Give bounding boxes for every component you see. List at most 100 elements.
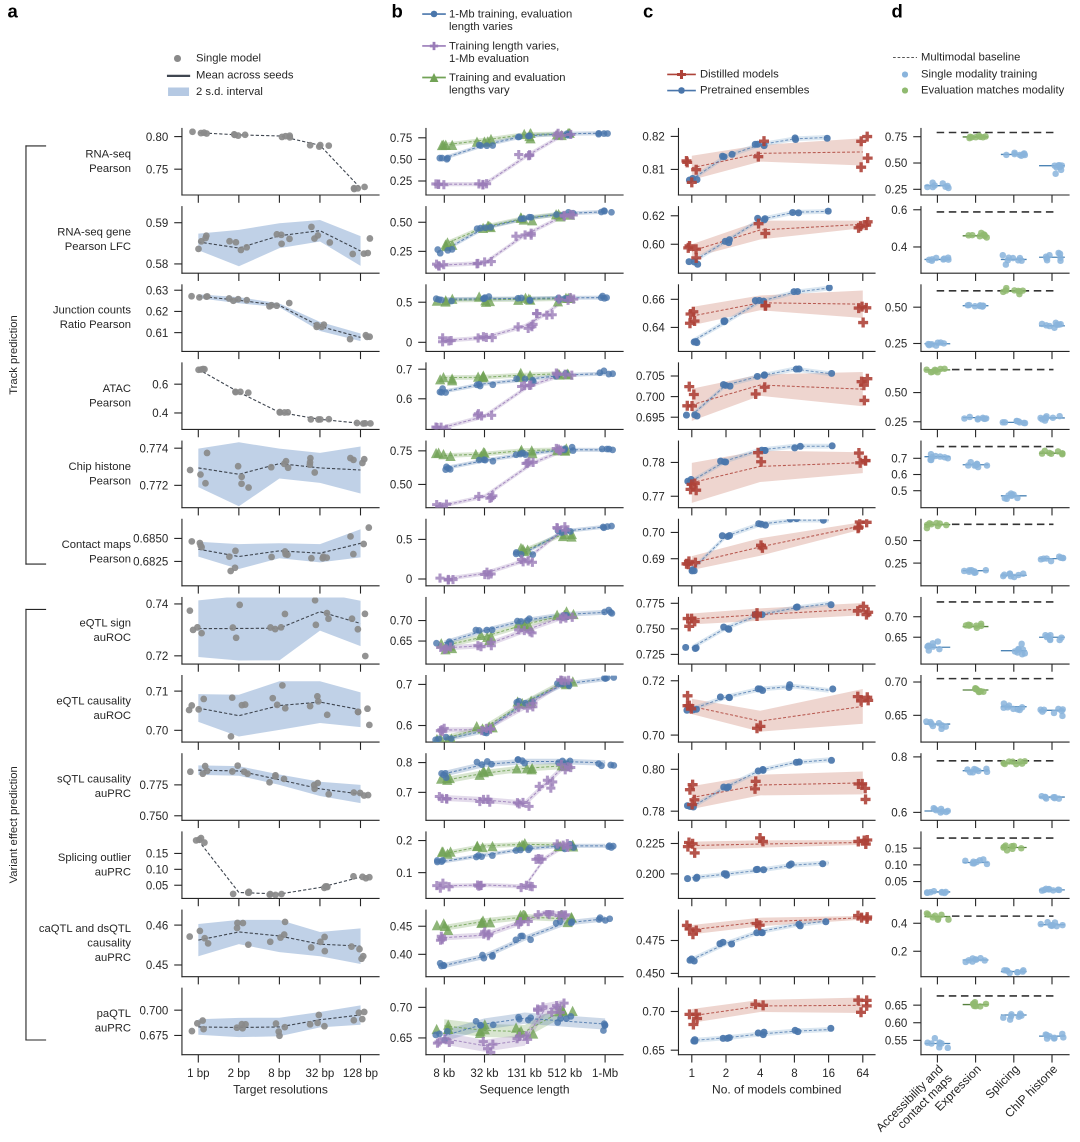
svg-text:0.65: 0.65 xyxy=(390,636,412,648)
svg-text:0.65: 0.65 xyxy=(390,1033,412,1045)
svg-text:0.772: 0.772 xyxy=(139,481,168,493)
svg-text:0.695: 0.695 xyxy=(636,412,665,424)
svg-text:0.66: 0.66 xyxy=(642,294,664,306)
svg-text:8 bp: 8 bp xyxy=(268,1068,290,1080)
svg-text:8: 8 xyxy=(791,1068,797,1080)
svg-text:0.77: 0.77 xyxy=(642,491,664,503)
svg-text:length varies: length varies xyxy=(449,21,513,33)
svg-text:Training and evaluation: Training and evaluation xyxy=(449,72,566,84)
svg-text:Single model: Single model xyxy=(196,52,261,64)
svg-text:Variant effect prediction: Variant effect prediction xyxy=(8,766,20,883)
svg-text:0.74: 0.74 xyxy=(146,599,169,611)
svg-text:1-Mb training, evaluation: 1-Mb training, evaluation xyxy=(449,8,572,20)
svg-text:1: 1 xyxy=(689,1068,695,1080)
svg-text:0.7: 0.7 xyxy=(396,364,412,376)
svg-text:0.70: 0.70 xyxy=(390,616,412,628)
svg-text:0.80: 0.80 xyxy=(146,132,168,144)
svg-text:0.775: 0.775 xyxy=(636,598,665,610)
svg-text:c: c xyxy=(643,1,653,22)
svg-text:Pearson: Pearson xyxy=(89,476,131,488)
svg-text:1 bp: 1 bp xyxy=(187,1068,209,1080)
svg-text:0.75: 0.75 xyxy=(885,132,907,144)
svg-text:0.705: 0.705 xyxy=(636,371,665,383)
svg-text:0.70: 0.70 xyxy=(390,1003,412,1015)
svg-text:0.25: 0.25 xyxy=(885,558,907,570)
svg-text:0.2: 0.2 xyxy=(396,836,412,848)
svg-text:Pearson LFC: Pearson LFC xyxy=(65,241,131,253)
svg-text:0.64: 0.64 xyxy=(642,323,665,335)
svg-text:0.5: 0.5 xyxy=(396,297,412,309)
svg-text:0.58: 0.58 xyxy=(146,259,168,271)
svg-text:0.78: 0.78 xyxy=(642,458,664,470)
svg-text:0.25: 0.25 xyxy=(390,176,412,188)
svg-text:auPRC: auPRC xyxy=(95,952,131,964)
svg-text:0.71: 0.71 xyxy=(146,686,168,698)
svg-text:0.45: 0.45 xyxy=(390,921,412,933)
svg-text:0.774: 0.774 xyxy=(139,443,168,455)
svg-text:Junction counts: Junction counts xyxy=(53,305,132,317)
svg-text:0.50: 0.50 xyxy=(885,158,907,170)
svg-text:131 kb: 131 kb xyxy=(507,1068,542,1080)
svg-text:0.5: 0.5 xyxy=(396,535,412,547)
svg-text:0.69: 0.69 xyxy=(642,554,664,566)
svg-text:16: 16 xyxy=(822,1068,835,1080)
svg-text:0.65: 0.65 xyxy=(642,1045,664,1057)
svg-text:auROC: auROC xyxy=(93,710,131,722)
svg-text:0.70: 0.70 xyxy=(146,725,168,737)
svg-text:0.63: 0.63 xyxy=(146,285,168,297)
svg-text:0.700: 0.700 xyxy=(636,392,665,404)
svg-text:128 bp: 128 bp xyxy=(343,1068,378,1080)
svg-text:Mean across seeds: Mean across seeds xyxy=(196,70,294,82)
svg-text:0.15: 0.15 xyxy=(146,849,168,861)
svg-text:No. of models combined: No. of models combined xyxy=(712,1082,841,1096)
svg-text:0.5: 0.5 xyxy=(891,486,907,498)
svg-text:Multimodal baseline: Multimodal baseline xyxy=(921,51,1020,63)
svg-text:0.50: 0.50 xyxy=(885,388,907,400)
svg-text:0.6: 0.6 xyxy=(891,205,907,217)
svg-text:auPRC: auPRC xyxy=(95,1023,131,1035)
svg-text:0.70: 0.70 xyxy=(642,1007,664,1019)
svg-text:0.6: 0.6 xyxy=(891,470,907,482)
svg-text:0.15: 0.15 xyxy=(885,843,907,855)
svg-text:0.25: 0.25 xyxy=(885,339,907,351)
svg-text:0.6825: 0.6825 xyxy=(133,557,168,569)
svg-text:0.50: 0.50 xyxy=(885,536,907,548)
svg-text:eQTL causality: eQTL causality xyxy=(56,696,131,708)
svg-text:0.78: 0.78 xyxy=(642,806,664,818)
svg-text:0.65: 0.65 xyxy=(885,710,907,722)
svg-text:512 kb: 512 kb xyxy=(548,1068,583,1080)
svg-text:0.75: 0.75 xyxy=(390,446,412,458)
svg-text:0.25: 0.25 xyxy=(885,417,907,429)
svg-text:sQTL causality: sQTL causality xyxy=(57,774,131,786)
svg-text:64: 64 xyxy=(856,1068,869,1080)
svg-text:0.50: 0.50 xyxy=(390,480,412,492)
svg-text:0.80: 0.80 xyxy=(642,764,664,776)
svg-text:0.55: 0.55 xyxy=(885,1036,907,1048)
svg-text:0.6: 0.6 xyxy=(396,721,412,733)
svg-text:2 s.d. interval: 2 s.d. interval xyxy=(196,86,263,98)
svg-text:0.700: 0.700 xyxy=(139,1005,168,1017)
svg-text:0.25: 0.25 xyxy=(885,184,907,196)
svg-text:0.75: 0.75 xyxy=(146,164,168,176)
svg-text:0.1: 0.1 xyxy=(396,868,412,880)
svg-text:0.50: 0.50 xyxy=(390,155,412,167)
svg-text:0.45: 0.45 xyxy=(146,960,168,972)
svg-text:Chip histone: Chip histone xyxy=(68,461,131,473)
svg-text:0.05: 0.05 xyxy=(146,880,168,892)
svg-text:0.7: 0.7 xyxy=(396,788,412,800)
svg-text:0.46: 0.46 xyxy=(146,920,168,932)
svg-text:0.61: 0.61 xyxy=(146,328,168,340)
svg-text:Evaluation matches modality: Evaluation matches modality xyxy=(921,84,1065,96)
svg-text:0.82: 0.82 xyxy=(642,132,664,144)
svg-text:0.750: 0.750 xyxy=(139,811,168,823)
svg-text:0.6: 0.6 xyxy=(891,808,907,820)
svg-text:lengths vary: lengths vary xyxy=(449,84,510,96)
svg-text:Sequence length: Sequence length xyxy=(479,1082,569,1096)
svg-text:0.10: 0.10 xyxy=(146,865,168,877)
svg-text:a: a xyxy=(8,1,19,22)
svg-text:RNA-seq: RNA-seq xyxy=(85,148,131,160)
svg-text:0.6850: 0.6850 xyxy=(133,534,168,546)
svg-text:Pearson: Pearson xyxy=(89,397,131,409)
svg-text:auROC: auROC xyxy=(93,632,131,644)
svg-text:0.70: 0.70 xyxy=(885,612,907,624)
